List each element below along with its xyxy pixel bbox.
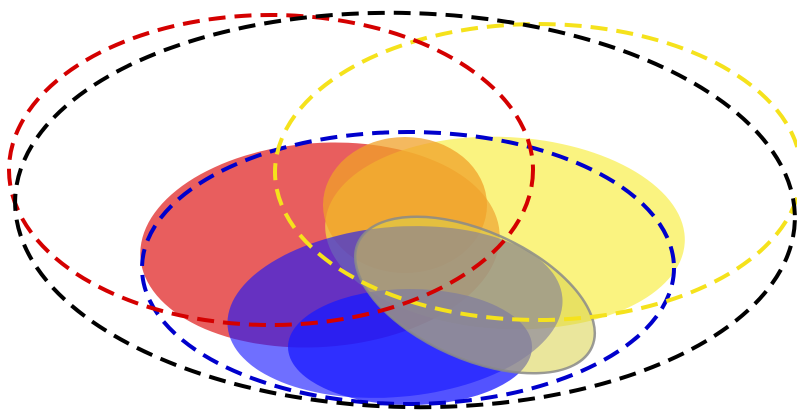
tilted-gray-outlined-ellipse bbox=[353, 215, 597, 375]
blue-dashed-ellipse bbox=[140, 130, 676, 406]
yellow-dashed-ellipse bbox=[273, 22, 797, 322]
filled-regions bbox=[140, 136, 685, 405]
outer-black-dashed-ellipse bbox=[13, 10, 797, 410]
dashed-outlines bbox=[7, 10, 797, 410]
red-dashed-ellipse bbox=[7, 13, 535, 327]
